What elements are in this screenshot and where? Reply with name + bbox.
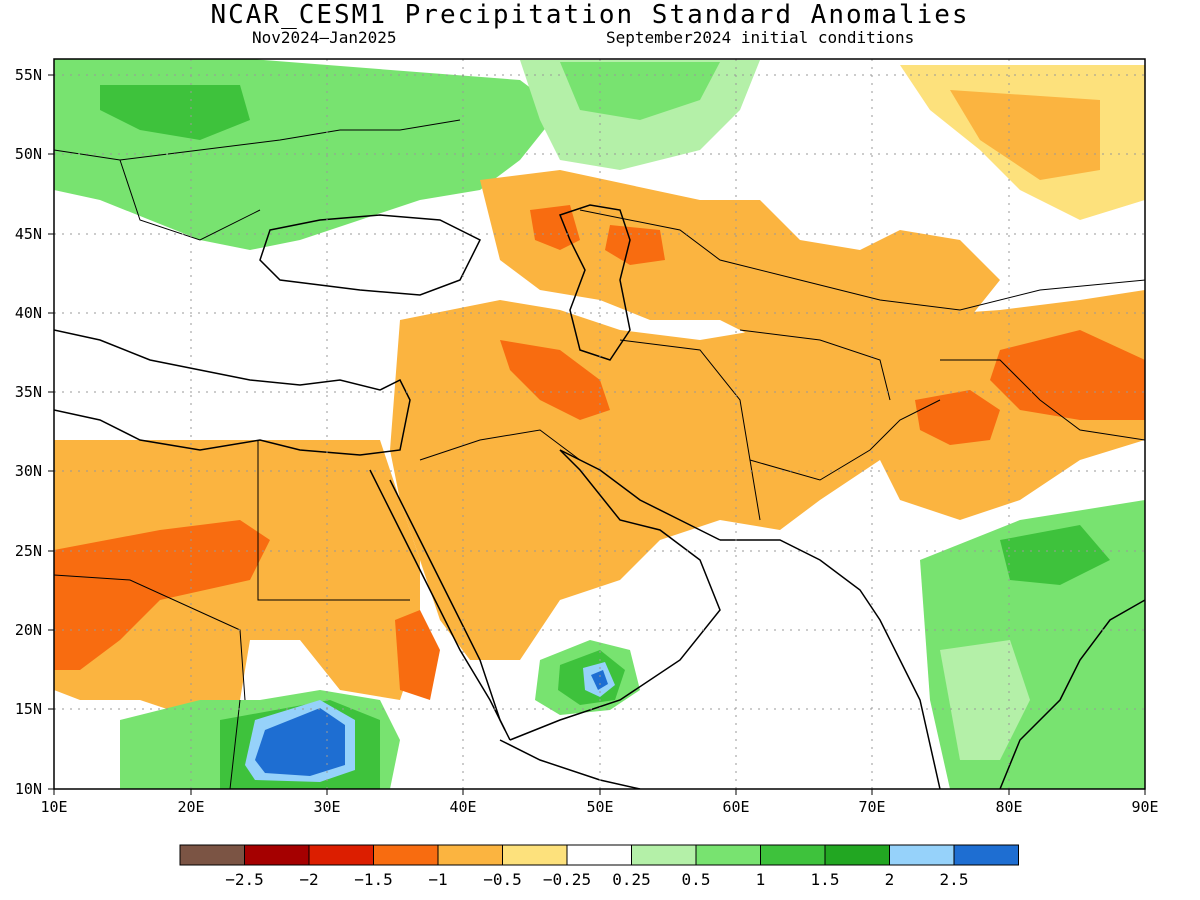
forecast-period: Nov2024—Jan2025 — [252, 28, 397, 47]
lat-tick-label: 30N — [15, 462, 42, 480]
tick-marks — [48, 74, 1146, 795]
colorbar-swatch — [889, 844, 955, 866]
lat-tick-label: 15N — [15, 700, 42, 718]
black-sea-coast — [259, 214, 482, 296]
anomaly-zone-india-core — [1000, 525, 1110, 585]
sudan-border — [229, 699, 241, 789]
colorbar-swatch — [566, 844, 632, 866]
colorbar-swatch — [695, 844, 761, 866]
afghan-border — [739, 329, 891, 401]
pakistan-border — [749, 399, 941, 481]
colorbar-swatch — [437, 844, 503, 866]
arabia-coast — [509, 449, 721, 741]
coastlines — [54, 204, 1145, 789]
anomaly-zone-kashmir-strong — [915, 390, 1000, 445]
colorbar-label: −1 — [428, 870, 447, 889]
india-east-coast — [999, 599, 1145, 789]
colorbar-swatch — [631, 844, 697, 866]
africa-horn-coast — [499, 739, 641, 789]
anomaly-zone-europe-strong — [100, 85, 250, 140]
colorbar-swatch — [179, 844, 245, 866]
colorbar-label: 0.25 — [612, 870, 651, 889]
lat-tick-label: 55N — [15, 66, 42, 84]
lat-tick-label: 20N — [15, 621, 42, 639]
map-title: NCAR_CESM1 Precipitation Standard Anomal… — [210, 0, 970, 30]
lon-tick-label: 40E — [449, 798, 476, 816]
anomaly-zone-tibet-strong — [990, 330, 1145, 420]
colorbar-swatch — [373, 844, 439, 866]
lon-tick-label: 80E — [995, 798, 1022, 816]
colorbar-label: −2 — [299, 870, 318, 889]
anomaly-zone-caspian-strong — [530, 205, 580, 250]
lat-tick-label: 35N — [15, 383, 42, 401]
colorbar-label: 0.5 — [682, 870, 711, 889]
arabia-border — [419, 429, 581, 461]
iran-border — [619, 339, 761, 521]
anomaly-zone-aral-strong — [605, 225, 665, 265]
lon-tick-label: 20E — [177, 798, 204, 816]
anomaly-field — [54, 59, 1145, 789]
lat-tick-label: 45N — [15, 225, 42, 243]
colorbar-label: −0.25 — [543, 870, 591, 889]
caspian-coast — [559, 204, 631, 361]
colorbar-swatch — [502, 844, 568, 866]
anomaly-zone-iraq-strong — [500, 340, 610, 420]
colorbar-label: −2.5 — [225, 870, 264, 889]
lon-tick-label: 90E — [1131, 798, 1158, 816]
china-border — [940, 359, 1145, 441]
lat-tick-label: 40N — [15, 304, 42, 322]
persian-gulf-coast — [559, 449, 721, 541]
lon-tick-label: 50E — [586, 798, 613, 816]
anomaly-zone-northeast-core — [950, 90, 1100, 180]
colorbar-label: −0.5 — [483, 870, 522, 889]
colorbar-swatch — [244, 844, 310, 866]
kazakh-border — [579, 209, 1145, 311]
lat-tick-label: 25N — [15, 542, 42, 560]
borders — [54, 119, 1145, 789]
anomaly-zone-sudan-peak — [255, 708, 345, 776]
colorbar-swatch — [760, 844, 826, 866]
lon-tick-label: 70E — [858, 798, 885, 816]
anomaly-zone-sudan-strong — [395, 610, 440, 700]
europe-border-2 — [119, 159, 261, 241]
colorbar-label: 2 — [885, 870, 895, 889]
colorbar-label: 2.5 — [940, 870, 969, 889]
colorbar-label: 1 — [756, 870, 766, 889]
lat-tick-label: 50N — [15, 145, 42, 163]
colorbar-label: 1.5 — [811, 870, 840, 889]
mediterranean-coast — [54, 329, 411, 456]
libya-egypt-border — [257, 440, 410, 601]
lon-tick-label: 60E — [722, 798, 749, 816]
lon-tick-label: 30E — [313, 798, 340, 816]
lon-tick-label: 10E — [40, 798, 67, 816]
anomaly-zone-india-light — [940, 640, 1030, 760]
colorbar-swatch — [308, 844, 374, 866]
lat-tick-label: 10N — [15, 780, 42, 798]
colorbar-label: −1.5 — [354, 870, 393, 889]
graticule — [54, 59, 1145, 789]
colorbar-swatch — [953, 844, 1019, 866]
colorbar-swatch — [824, 844, 890, 866]
initial-conditions: September2024 initial conditions — [606, 28, 915, 47]
india-coast — [720, 539, 941, 789]
anomaly-zone-yemen-peak — [591, 670, 608, 690]
colorbar: −2.5 −2 −1.5 −1 −0.5 −0.25 0.25 0.5 1 1.5 2 2.5 — [179, 844, 1019, 889]
red-sea-coast-east — [369, 469, 506, 731]
anomaly-zone-middleeast — [390, 300, 900, 660]
libya-border-south — [54, 574, 246, 701]
